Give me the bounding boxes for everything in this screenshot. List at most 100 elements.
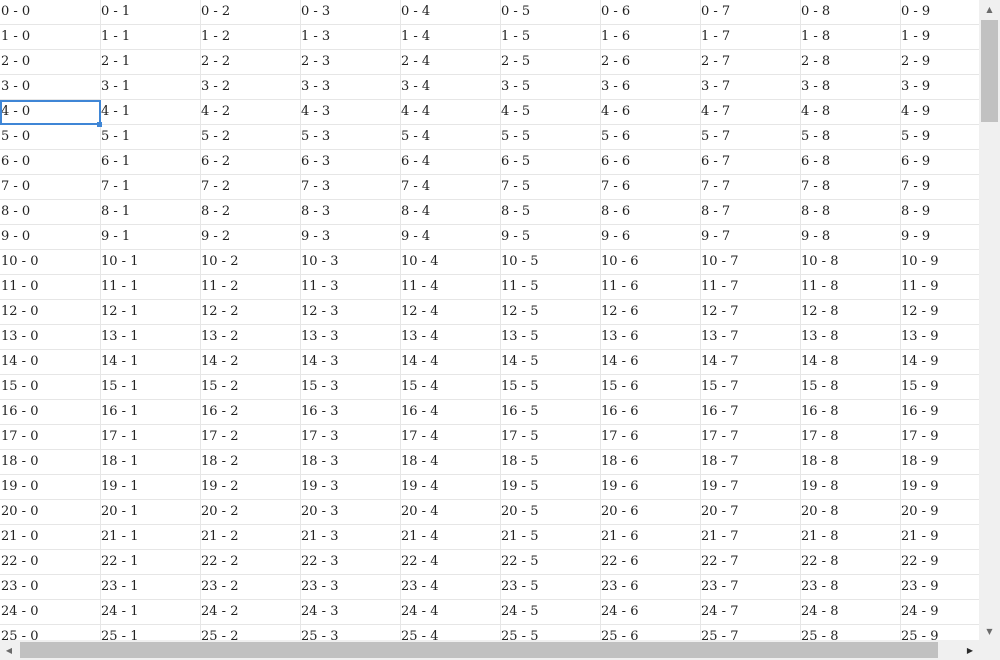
grid-cell[interactable]: 5 - 1 <box>100 125 201 150</box>
grid-cell[interactable]: 25 - 4 <box>400 625 501 640</box>
grid-cell[interactable]: 3 - 0 <box>0 75 101 100</box>
grid-cell[interactable]: 9 - 2 <box>200 225 301 250</box>
grid-cell[interactable]: 25 - 9 <box>900 625 979 640</box>
grid-cell[interactable]: 16 - 0 <box>0 400 101 425</box>
grid-cell[interactable]: 13 - 7 <box>700 325 801 350</box>
grid-cell[interactable]: 16 - 4 <box>400 400 501 425</box>
grid-cell[interactable]: 11 - 2 <box>200 275 301 300</box>
grid-cell[interactable]: 12 - 9 <box>900 300 979 325</box>
grid-cell[interactable]: 6 - 7 <box>700 150 801 175</box>
grid-cell[interactable]: 6 - 1 <box>100 150 201 175</box>
grid-cell[interactable]: 17 - 9 <box>900 425 979 450</box>
grid-cell[interactable]: 1 - 4 <box>400 25 501 50</box>
grid-cell[interactable]: 15 - 3 <box>300 375 401 400</box>
grid-cell[interactable]: 9 - 1 <box>100 225 201 250</box>
grid-cell[interactable]: 20 - 7 <box>700 500 801 525</box>
grid-cell[interactable]: 20 - 0 <box>0 500 101 525</box>
grid-cell[interactable]: 18 - 8 <box>800 450 901 475</box>
grid-cell[interactable]: 23 - 6 <box>600 575 701 600</box>
grid-cell[interactable]: 9 - 5 <box>500 225 601 250</box>
grid-cell[interactable]: 12 - 1 <box>100 300 201 325</box>
grid-cell[interactable]: 11 - 3 <box>300 275 401 300</box>
grid-cell[interactable]: 2 - 8 <box>800 50 901 75</box>
grid-cell[interactable]: 19 - 8 <box>800 475 901 500</box>
grid-cell[interactable]: 11 - 7 <box>700 275 801 300</box>
grid-cell[interactable]: 14 - 7 <box>700 350 801 375</box>
grid-cell[interactable]: 14 - 4 <box>400 350 501 375</box>
grid-cell[interactable]: 25 - 0 <box>0 625 101 640</box>
grid-cell[interactable]: 20 - 2 <box>200 500 301 525</box>
grid-cell[interactable]: 5 - 4 <box>400 125 501 150</box>
grid-cell[interactable]: 22 - 6 <box>600 550 701 575</box>
grid-cell[interactable]: 6 - 8 <box>800 150 901 175</box>
grid-cell[interactable]: 7 - 6 <box>600 175 701 200</box>
grid-cell[interactable]: 13 - 0 <box>0 325 101 350</box>
grid-cell[interactable]: 19 - 7 <box>700 475 801 500</box>
grid-cell[interactable]: 18 - 5 <box>500 450 601 475</box>
grid-cell[interactable]: 20 - 1 <box>100 500 201 525</box>
grid-cell[interactable]: 12 - 5 <box>500 300 601 325</box>
grid-cell[interactable]: 5 - 0 <box>0 125 101 150</box>
grid-cell[interactable]: 14 - 8 <box>800 350 901 375</box>
grid-cell[interactable]: 20 - 3 <box>300 500 401 525</box>
grid-cell[interactable]: 7 - 2 <box>200 175 301 200</box>
grid-cell[interactable]: 15 - 8 <box>800 375 901 400</box>
grid-cell[interactable]: 17 - 3 <box>300 425 401 450</box>
grid-cell[interactable]: 21 - 6 <box>600 525 701 550</box>
grid-cell[interactable]: 17 - 0 <box>0 425 101 450</box>
grid-cell[interactable]: 8 - 4 <box>400 200 501 225</box>
grid-cell[interactable]: 8 - 3 <box>300 200 401 225</box>
grid-cell[interactable]: 15 - 2 <box>200 375 301 400</box>
grid-cell[interactable]: 5 - 6 <box>600 125 701 150</box>
vertical-scrollbar-thumb[interactable] <box>981 20 998 122</box>
grid-cell[interactable]: 25 - 5 <box>500 625 601 640</box>
grid-cell[interactable]: 4 - 2 <box>200 100 301 125</box>
grid-cell[interactable]: 16 - 1 <box>100 400 201 425</box>
grid-cell[interactable]: 11 - 4 <box>400 275 501 300</box>
grid-cell[interactable]: 7 - 3 <box>300 175 401 200</box>
grid-cell[interactable]: 0 - 8 <box>800 0 901 25</box>
grid-cell[interactable]: 8 - 6 <box>600 200 701 225</box>
grid-cell[interactable]: 5 - 9 <box>900 125 979 150</box>
grid-cell[interactable]: 0 - 4 <box>400 0 501 25</box>
grid-cell[interactable]: 0 - 0 <box>0 0 101 25</box>
grid-cell[interactable]: 11 - 9 <box>900 275 979 300</box>
grid-cell[interactable]: 1 - 1 <box>100 25 201 50</box>
grid-cell[interactable]: 3 - 5 <box>500 75 601 100</box>
grid-cell[interactable]: 5 - 3 <box>300 125 401 150</box>
grid-cell[interactable]: 18 - 6 <box>600 450 701 475</box>
grid-cell[interactable]: 15 - 0 <box>0 375 101 400</box>
grid-cell[interactable]: 14 - 6 <box>600 350 701 375</box>
grid-cell[interactable]: 10 - 2 <box>200 250 301 275</box>
grid-cell[interactable]: 20 - 8 <box>800 500 901 525</box>
grid-cell[interactable]: 22 - 0 <box>0 550 101 575</box>
vertical-scrollbar[interactable]: ▲ ▼ <box>979 0 1000 640</box>
grid-cell[interactable]: 6 - 2 <box>200 150 301 175</box>
grid-cell[interactable]: 20 - 9 <box>900 500 979 525</box>
grid-cell[interactable]: 8 - 2 <box>200 200 301 225</box>
grid-cell[interactable]: 23 - 4 <box>400 575 501 600</box>
grid-cell[interactable]: 21 - 0 <box>0 525 101 550</box>
grid-cell[interactable]: 25 - 3 <box>300 625 401 640</box>
grid-cell[interactable]: 12 - 7 <box>700 300 801 325</box>
grid-cell[interactable]: 21 - 8 <box>800 525 901 550</box>
grid-cell[interactable]: 16 - 9 <box>900 400 979 425</box>
scroll-up-arrow-icon[interactable]: ▲ <box>986 4 993 14</box>
grid-cell[interactable]: 25 - 8 <box>800 625 901 640</box>
grid-cell[interactable]: 19 - 1 <box>100 475 201 500</box>
grid-cell[interactable]: 8 - 7 <box>700 200 801 225</box>
grid-cell[interactable]: 18 - 4 <box>400 450 501 475</box>
grid-cell[interactable]: 17 - 5 <box>500 425 601 450</box>
grid-cell[interactable]: 19 - 3 <box>300 475 401 500</box>
grid-cell[interactable]: 25 - 7 <box>700 625 801 640</box>
grid-cell[interactable]: 4 - 3 <box>300 100 401 125</box>
grid-cell[interactable]: 9 - 3 <box>300 225 401 250</box>
grid-cell[interactable]: 24 - 4 <box>400 600 501 625</box>
grid-cell[interactable]: 24 - 0 <box>0 600 101 625</box>
grid-cell[interactable]: 4 - 6 <box>600 100 701 125</box>
grid-cell[interactable]: 9 - 4 <box>400 225 501 250</box>
scroll-left-arrow-icon[interactable]: ◀ <box>5 645 13 655</box>
grid-cell[interactable]: 9 - 8 <box>800 225 901 250</box>
grid-cell[interactable]: 1 - 7 <box>700 25 801 50</box>
grid-cell[interactable]: 16 - 2 <box>200 400 301 425</box>
